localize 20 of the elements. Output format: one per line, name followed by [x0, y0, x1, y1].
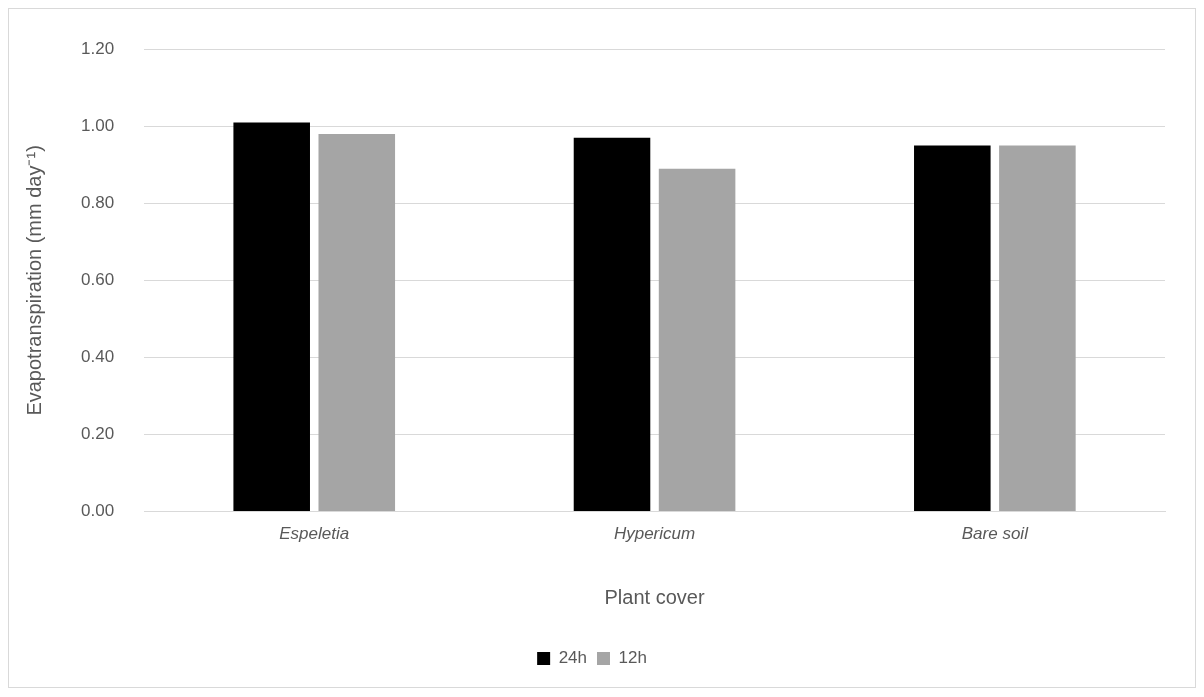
x-axis-title: Plant cover [604, 585, 705, 608]
y-tick-label: 1.00 [80, 115, 115, 135]
y-tick-label: 0.60 [80, 270, 115, 290]
y-tick-label: 0.80 [80, 193, 115, 213]
x-tick-label: Espeletia [279, 523, 350, 543]
y-tick-label: 0.00 [80, 501, 115, 521]
bar [318, 133, 396, 512]
x-tick-label: Bare soil [961, 523, 1030, 543]
y-tick-label: 1.20 [80, 38, 115, 58]
bar [914, 145, 991, 512]
bar [233, 122, 310, 512]
bar [573, 137, 651, 512]
y-tick-label: 0.20 [80, 424, 115, 444]
bar [658, 168, 736, 512]
y-axis-title: Evapotranspiration (mm day⁻¹) [22, 145, 45, 416]
y-tick-label: 0.40 [80, 347, 115, 367]
x-tick-label: Hypericum [613, 523, 696, 543]
legend-label: 12h [618, 648, 647, 668]
bar [999, 145, 1076, 512]
legend-label: 24h [558, 648, 588, 668]
